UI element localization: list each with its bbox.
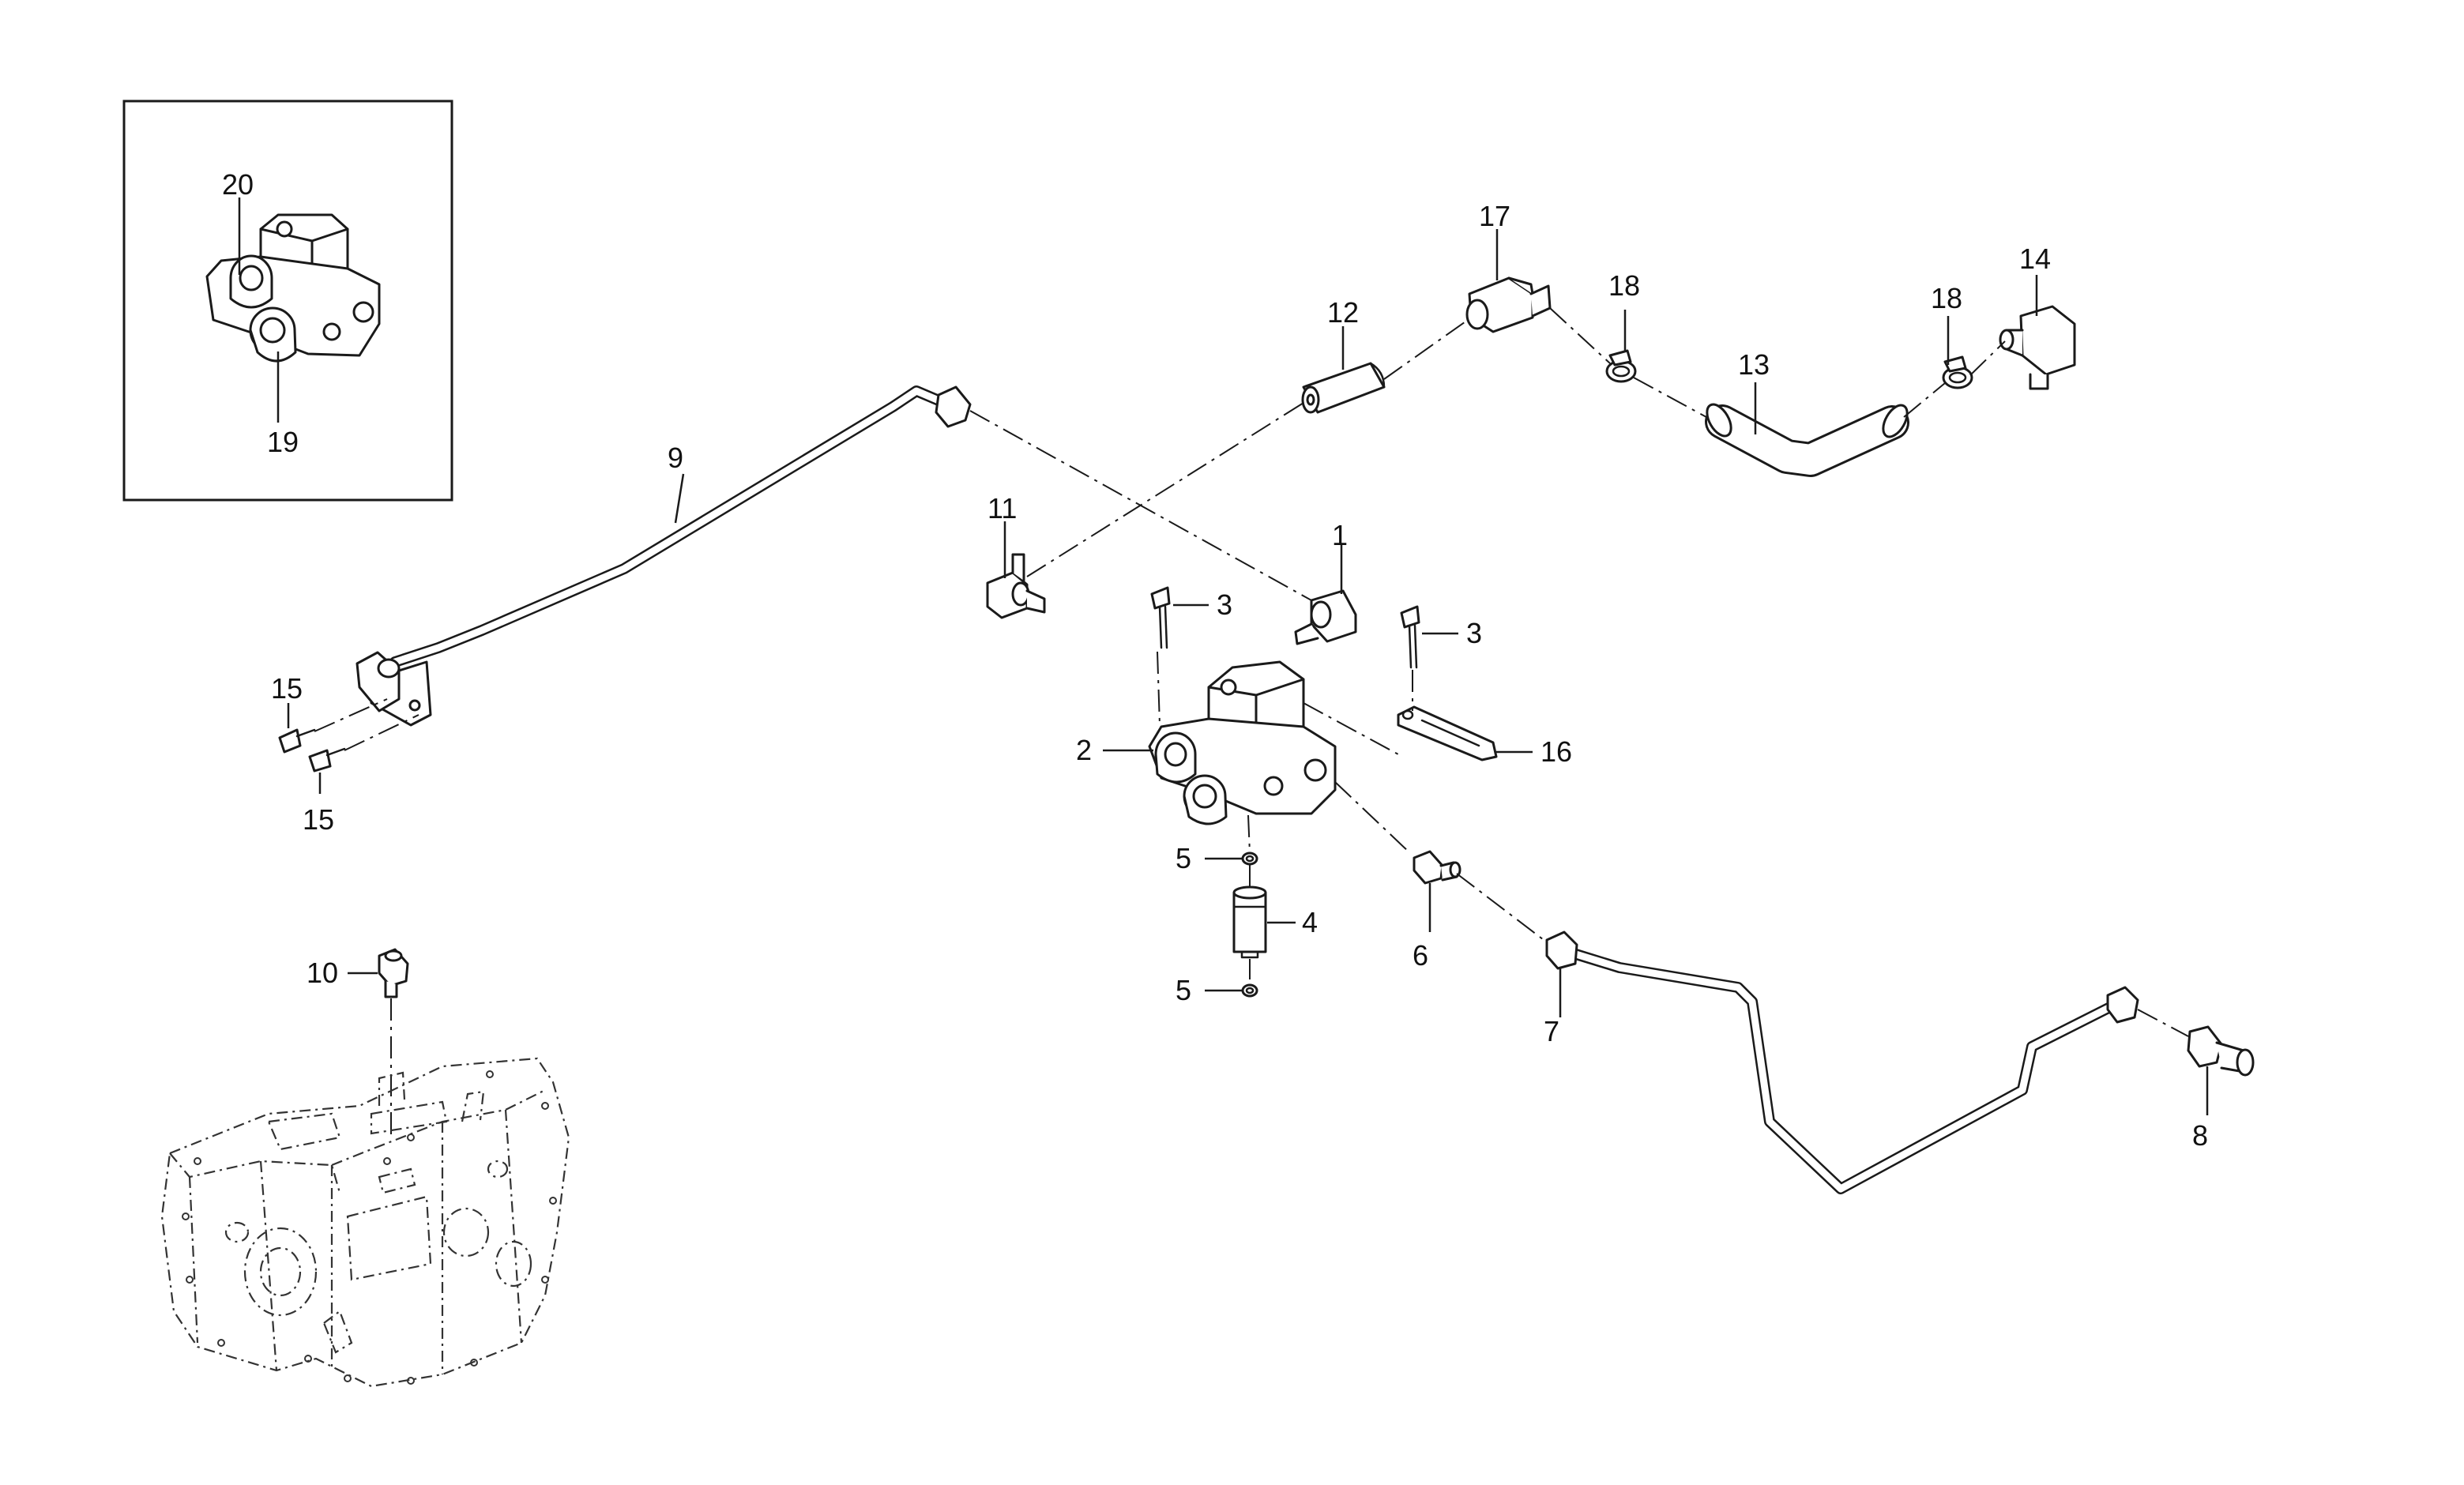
inset-port-lower [249,306,297,363]
callout-5-upper: 5 [1176,842,1191,874]
fitting-8 [2187,1025,2255,1077]
callout-15-lower: 15 [303,803,334,836]
callout-7: 7 [1544,1015,1559,1047]
sleeve-4 [1232,885,1267,959]
elbow-fitting-1 [1294,589,1357,645]
callout-6: 6 [1413,939,1428,972]
callout-5-lower: 5 [1176,974,1191,1006]
strap-16 [1397,705,1498,761]
callout-14: 14 [2019,242,2051,275]
valve-block-port-lower [1183,774,1228,825]
callout-18-left: 18 [1608,269,1640,302]
callout-19: 19 [267,426,299,458]
callout-2: 2 [1076,734,1092,766]
inset-port-upper [229,254,273,309]
tube-9-nut-upper [935,385,972,428]
bolt-3-right [1400,605,1420,669]
transmission-housing-reference [160,1057,570,1388]
inset-detail-box: 20 19 [122,100,453,502]
adapter-fitting-6 [1413,850,1461,885]
callout-4: 4 [1302,906,1318,938]
elbow-fitting-10 [378,948,409,998]
screw-15-lower [308,747,346,773]
valve-block-2 [1148,660,1337,825]
callout-3-left: 3 [1217,588,1232,621]
elbow-fitting-14 [1999,305,2076,390]
valve-block-port-upper [1154,731,1197,784]
hose-clamp-18-right [1942,355,1973,389]
callout-11: 11 [987,492,1017,524]
tube-9-end-fitting [355,651,401,712]
callout-10: 10 [307,957,338,989]
callout-15-upper: 15 [271,672,303,705]
tube-9: 9 [355,385,972,727]
callout-20: 20 [222,168,254,201]
hose-clamp-18-left [1605,349,1637,383]
tee-fitting-11 [986,553,1046,619]
tube-7-nut-right [2106,986,2139,1024]
callout-1: 1 [1332,519,1348,551]
callout-18-right: 18 [1931,282,1962,314]
elbow-fitting-17 [1465,276,1552,333]
callout-8: 8 [2192,1119,2208,1152]
tube-7 [1545,930,2139,1194]
callout-16: 16 [1540,735,1572,768]
tube-7-nut-left [1545,930,1578,970]
o-ring-5-upper [1241,852,1258,866]
callout-12: 12 [1327,296,1359,329]
callout-13: 13 [1738,348,1770,381]
o-ring-5-lower [1241,983,1258,998]
hose-13 [1705,403,1909,477]
bolt-3-left [1150,586,1171,649]
screw-15-upper [278,728,316,754]
spacer-12 [1301,362,1386,414]
callout-17: 17 [1479,200,1510,232]
callout-3-right: 3 [1466,617,1482,649]
callout-9: 9 [668,442,683,474]
